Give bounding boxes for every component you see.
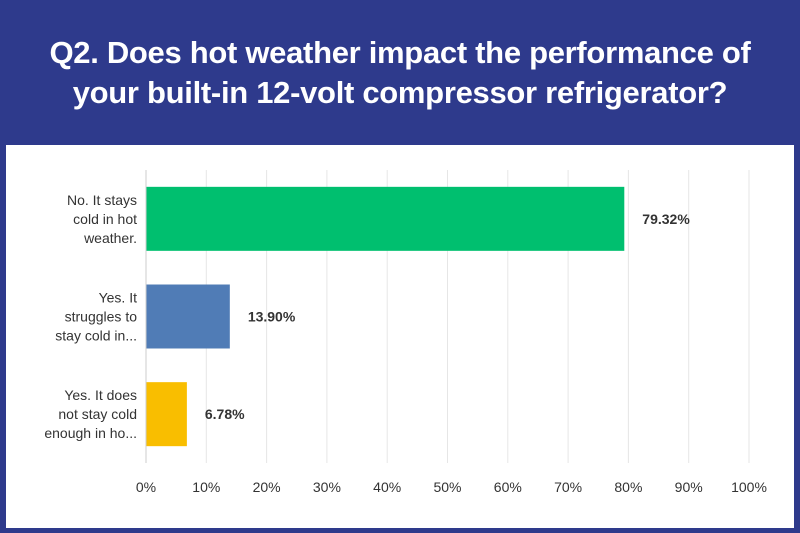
title-banner: Q2. Does hot weather impact the performa…	[0, 0, 800, 145]
value-label: 79.32%	[642, 211, 690, 227]
x-tick-label: 20%	[253, 479, 281, 495]
x-tick-label: 50%	[433, 479, 461, 495]
chart-title-line-2: your built-in 12-volt compressor refrige…	[72, 74, 728, 110]
x-tick-label: 100%	[731, 479, 767, 495]
value-label: 6.78%	[205, 406, 245, 422]
x-tick-label: 0%	[136, 479, 156, 495]
x-tick-label: 40%	[373, 479, 401, 495]
x-tick-label: 30%	[313, 479, 341, 495]
x-tick-label: 70%	[554, 479, 582, 495]
x-tick-label: 60%	[494, 479, 522, 495]
bar-1	[146, 186, 625, 251]
x-tick-label: 10%	[192, 479, 220, 495]
x-tick-label: 90%	[675, 479, 703, 495]
category-label: No. It stays cold in hot weather.	[67, 192, 137, 246]
bar-2	[146, 284, 230, 349]
value-label: 13.90%	[248, 309, 296, 325]
category-label: Yes. It struggles to stay cold in...	[55, 290, 137, 344]
bar-3	[146, 382, 187, 447]
x-tick-label: 80%	[614, 479, 642, 495]
category-label: Yes. It does not stay cold enough in ho...	[44, 387, 137, 441]
chart-title-line-1: Q2. Does hot weather impact the performa…	[49, 34, 751, 70]
